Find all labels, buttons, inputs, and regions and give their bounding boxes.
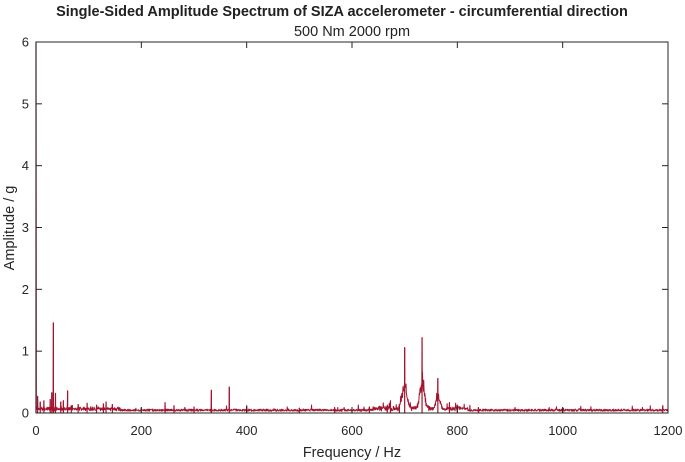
y-tick-label: 5 [22,96,29,111]
x-tick-label: 800 [446,423,468,438]
y-tick-label: 1 [22,344,29,359]
y-tick-label: 3 [22,220,29,235]
chart-subtitle: 500 Nm 2000 rpm [294,24,410,40]
y-axis: 0 1 2 3 4 5 6 [22,35,668,421]
spectrum-series [35,41,669,413]
x-axis-label: Frequency / Hz [303,445,401,461]
spectrum-line [35,41,669,412]
x-tick-label: 1000 [548,423,577,438]
y-tick-label: 6 [22,35,29,50]
x-tick-label: 600 [341,423,363,438]
x-tick-label: 1200 [654,423,683,438]
plot-area-border [35,41,669,414]
x-tick-label: 200 [130,423,152,438]
x-tick-label: 0 [32,423,39,438]
x-axis: 0 200 400 600 800 1000 1200 [32,42,682,438]
x-tick-label: 400 [236,423,258,438]
y-tick-label: 4 [22,158,29,173]
y-tick-label: 0 [22,406,29,421]
y-tick-label: 2 [22,282,29,297]
chart-title: Single-Sided Amplitude Spectrum of SIZA … [56,4,628,20]
y-axis-label: Amplitude / g [2,186,18,271]
